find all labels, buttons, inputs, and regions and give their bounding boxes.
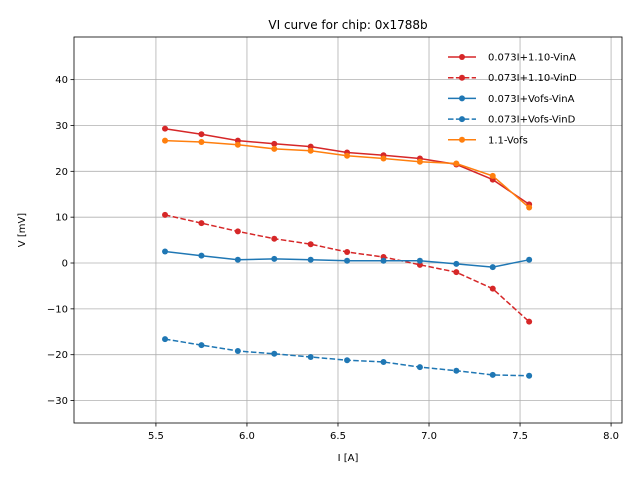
legend-label: 0.073I+1.10-VinD xyxy=(488,73,577,84)
legend-entry: 0.073I+Vofs-VinA xyxy=(448,94,575,105)
legend-marker xyxy=(459,74,465,81)
series-0.073I+Vofs-VinA xyxy=(162,248,533,271)
data-point xyxy=(344,257,351,264)
series-0.073I+Vofs-VinD xyxy=(162,336,533,379)
y-tick-label: −30 xyxy=(47,396,68,407)
data-point xyxy=(453,260,460,267)
data-point xyxy=(234,141,241,148)
x-axis-label: I [A] xyxy=(338,453,359,464)
legend-label: 0.073I+1.10-VinA xyxy=(488,53,576,64)
legend-entry: 0.073I+Vofs-VinD xyxy=(448,115,576,126)
data-point xyxy=(416,364,423,371)
data-point xyxy=(489,285,496,292)
legend-entry: 1.1-Vofs xyxy=(448,135,528,146)
y-tick-label: 40 xyxy=(55,75,68,86)
x-tick-label: 7.5 xyxy=(512,431,528,442)
y-tick-label: 20 xyxy=(55,167,68,178)
legend-label: 0.073I+Vofs-VinA xyxy=(488,94,575,105)
x-tick-label: 6.0 xyxy=(239,431,255,442)
tick-layer: 5.5 6.0 6.5 7.0 7.5 8.0 −30 −20 −10 0 10 20 30 40 xyxy=(47,75,619,442)
data-point xyxy=(489,264,496,271)
data-point xyxy=(344,357,351,364)
data-point xyxy=(162,336,169,343)
data-point xyxy=(234,256,241,263)
data-point xyxy=(198,220,205,227)
data-point xyxy=(380,359,387,366)
data-point xyxy=(271,350,278,357)
series-0.073I+1.10-VinD xyxy=(162,211,533,325)
data-point xyxy=(453,269,460,276)
data-point xyxy=(271,235,278,242)
legend-marker xyxy=(459,136,465,143)
legend-marker xyxy=(459,116,465,123)
data-point xyxy=(344,249,351,256)
data-point xyxy=(380,257,387,264)
legend-marker xyxy=(459,95,465,102)
data-point xyxy=(198,252,205,259)
x-tick-label: 8.0 xyxy=(603,431,619,442)
chart-title: VI curve for chip: 0x1788b xyxy=(268,18,427,32)
data-point xyxy=(307,353,314,360)
legend-marker xyxy=(459,54,465,60)
data-point xyxy=(271,255,278,262)
y-tick-label: 0 xyxy=(62,259,68,270)
y-tick-label: −20 xyxy=(47,350,68,361)
data-point xyxy=(162,211,169,218)
y-tick-label: 30 xyxy=(55,121,68,132)
data-point xyxy=(234,137,241,144)
series-1.1-Vofs xyxy=(162,137,533,211)
data-point xyxy=(344,152,351,159)
data-point xyxy=(307,241,314,248)
legend-label: 1.1-Vofs xyxy=(488,135,528,146)
x-tick-label: 7.0 xyxy=(421,431,437,442)
y-tick-label: −10 xyxy=(47,304,68,315)
x-tick-label: 6.5 xyxy=(330,431,346,442)
data-point xyxy=(307,143,314,150)
data-point xyxy=(453,160,460,167)
data-point xyxy=(526,318,533,325)
legend-entry: 0.073I+1.10-VinD xyxy=(448,73,577,84)
data-point xyxy=(198,138,205,145)
data-point xyxy=(416,261,423,268)
data-point xyxy=(489,371,496,378)
data-point xyxy=(526,372,533,379)
data-point xyxy=(234,228,241,235)
legend-label: 0.073I+Vofs-VinD xyxy=(488,115,576,126)
y-axis-label: V [mV] xyxy=(17,213,28,248)
data-point xyxy=(307,147,314,154)
data-point xyxy=(489,172,496,179)
y-tick-label: 10 xyxy=(55,213,68,224)
series-layer xyxy=(162,125,533,379)
data-point xyxy=(526,204,533,211)
axes-frame xyxy=(73,36,623,424)
data-point xyxy=(380,155,387,162)
legend: 0.073I+1.10-VinA 0.073I+1.10-VinD 0.073I+V… xyxy=(448,53,577,146)
data-point xyxy=(526,256,533,263)
data-point xyxy=(416,158,423,165)
legend-entry: 0.073I+1.10-VinA xyxy=(448,53,576,64)
data-point xyxy=(162,137,169,144)
data-point xyxy=(416,257,423,264)
data-point xyxy=(307,256,314,263)
data-point xyxy=(162,248,169,255)
data-point xyxy=(271,145,278,152)
x-tick-label: 5.5 xyxy=(148,431,164,442)
data-point xyxy=(198,131,205,138)
data-point xyxy=(271,140,278,147)
data-point xyxy=(198,342,205,349)
data-point xyxy=(162,125,169,132)
data-point xyxy=(234,348,241,355)
data-point xyxy=(453,367,460,374)
